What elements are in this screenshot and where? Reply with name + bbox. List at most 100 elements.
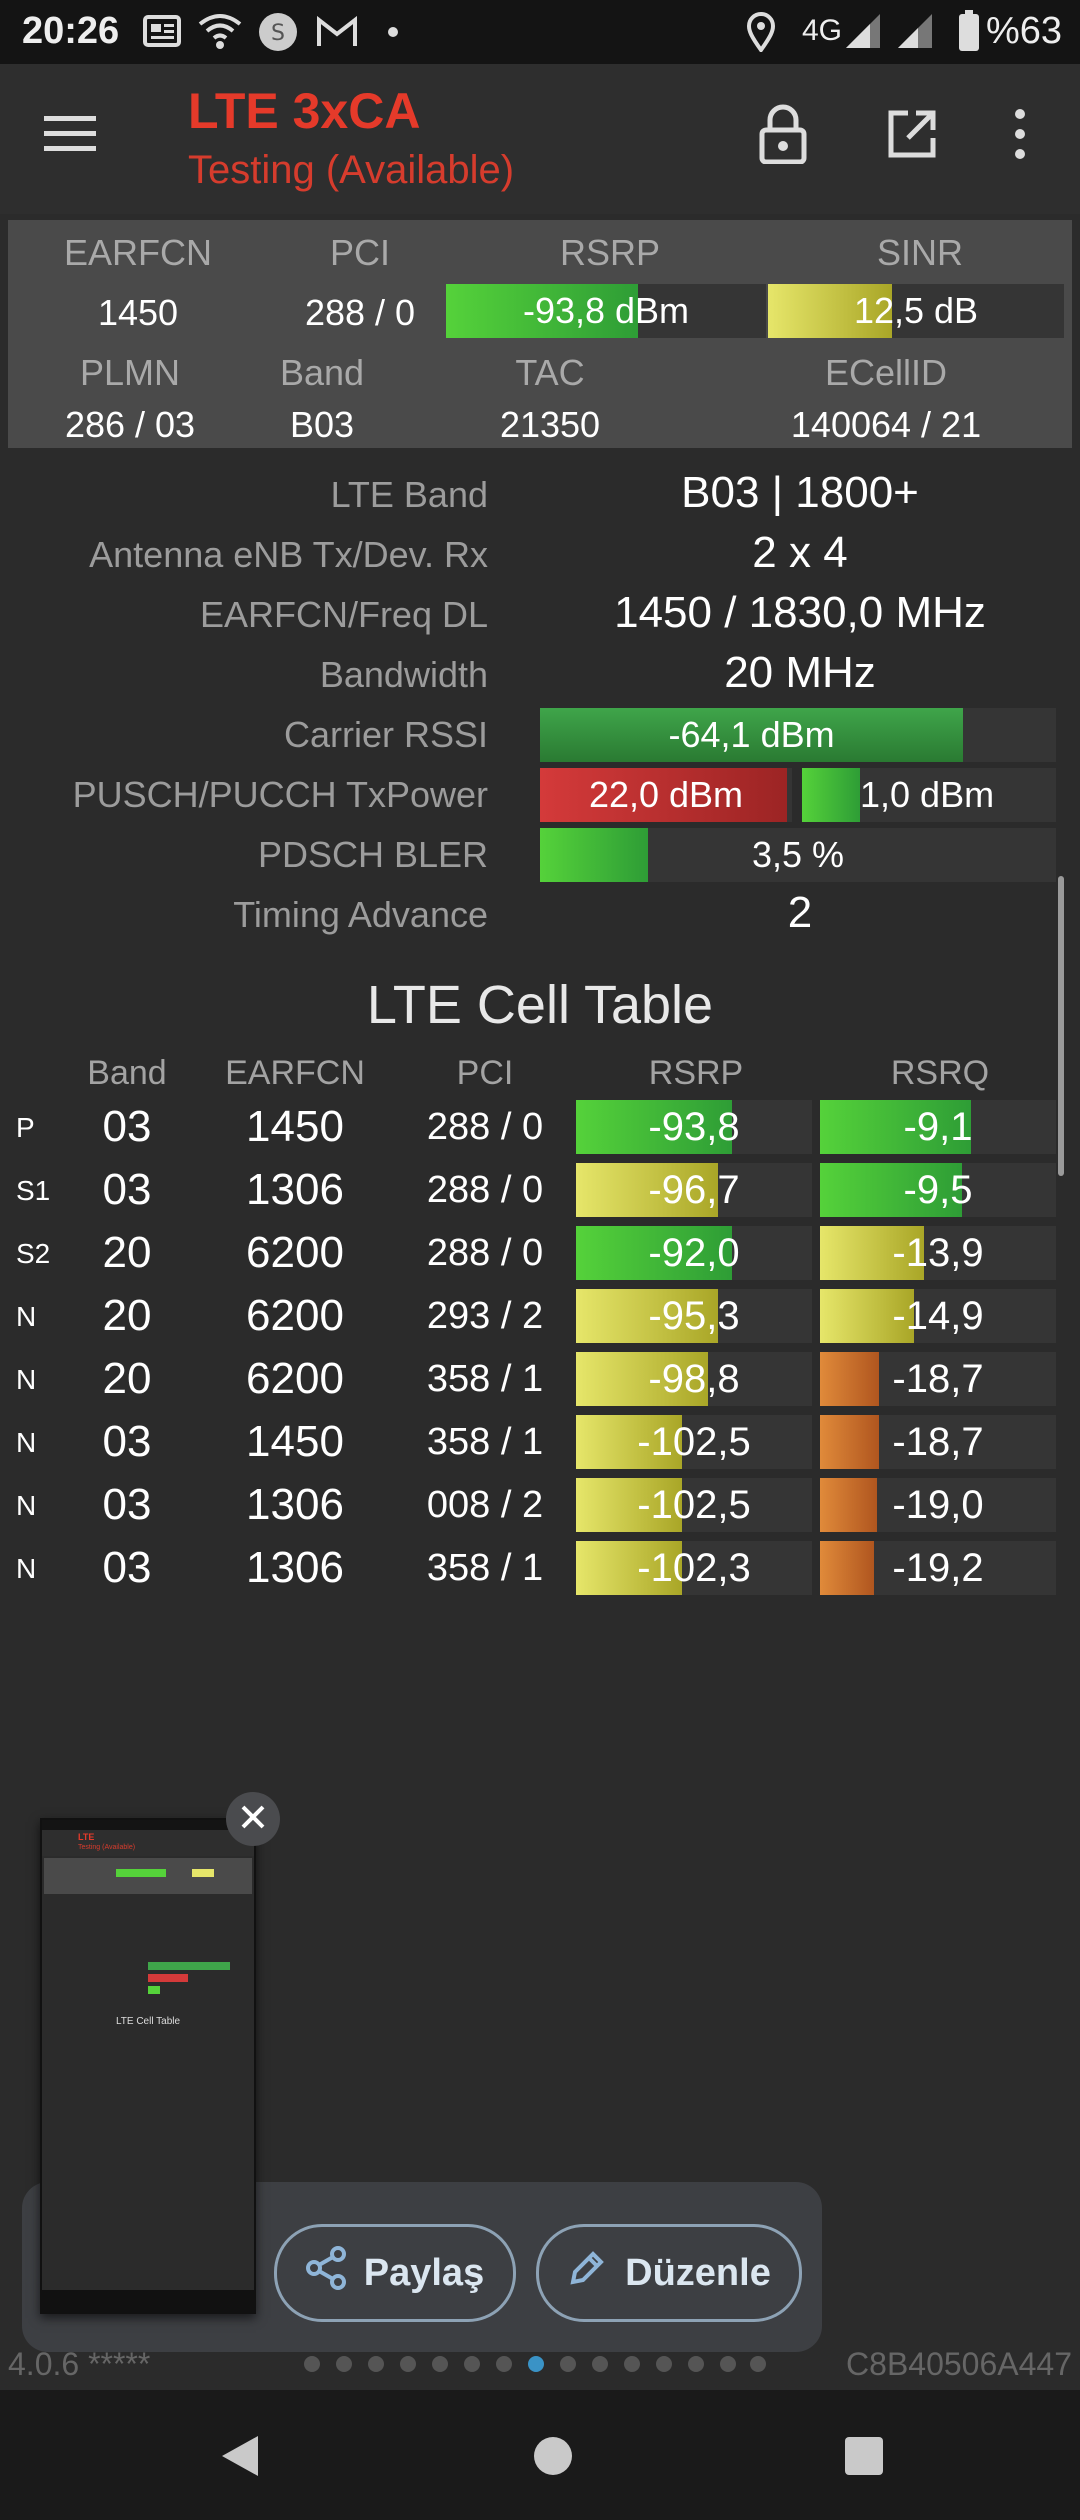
sinr-label: SINR (876, 232, 963, 273)
row-rsrp-fill (576, 1100, 732, 1154)
lte-band-value: B03 | 1800+ (681, 468, 919, 517)
status-time: 20:26 (22, 10, 120, 52)
pusch-power-bar: 22,0 dBm (540, 768, 792, 822)
lock-icon[interactable] (758, 104, 808, 164)
thumb-subtitle: Testing (Available) (78, 1844, 136, 1851)
row-rsrp-bar: -98,8 (576, 1352, 812, 1406)
table-row: S2 20 6200 288 / 0 -92,0 -13,9 (0, 1224, 1080, 1282)
row-pci: 293 / 2 (426, 1295, 544, 1337)
row-rsrq-fill (820, 1415, 879, 1469)
table-row: N 03 1306 008 / 2 -102,5 -19,0 (0, 1476, 1080, 1534)
thumb-nav-bar (42, 2290, 254, 2312)
row-rsrq-bar: -19,2 (820, 1541, 1056, 1595)
row-rsrp-fill (576, 1415, 683, 1469)
row-earfcn: 1450 (246, 1417, 344, 1466)
recents-icon[interactable] (844, 2436, 884, 2481)
txpower-label: PUSCH/PUCCH TxPower (72, 774, 488, 815)
row-rsrp: -93,8 (648, 1104, 740, 1149)
table-row: S1 03 1306 288 / 0 -96,7 -9,5 (0, 1161, 1080, 1219)
pusch-power-value: 22,0 dBm (588, 774, 744, 815)
bler-bar: 3,5 % (540, 828, 1056, 882)
row-rsrp: -95,3 (648, 1293, 740, 1338)
row-rsrp: -98,8 (648, 1356, 740, 1401)
app-subtitle: Testing (Available) (188, 148, 515, 192)
sinr-bar-fill (768, 284, 893, 338)
row-rsrp-fill (576, 1163, 718, 1217)
row-rsrq: -19,2 (892, 1545, 984, 1590)
plmn-label: PLMN (79, 352, 181, 393)
row-pci: 288 / 0 (426, 1169, 544, 1211)
row-rsrp: -102,5 (637, 1482, 751, 1527)
thumb-summary (44, 1858, 252, 1894)
col-rsrq-header: RSRQ (890, 1054, 990, 1092)
row-rsrq-bar: -9,5 (820, 1163, 1056, 1217)
row-earfcn: 1450 (246, 1102, 344, 1151)
tac-value: 21350 (499, 404, 601, 445)
row-rsrp-bar: -93,8 (576, 1100, 812, 1154)
news-icon (142, 14, 182, 53)
serving-cell-summary: EARFCN PCI RSRP SINR 1450 288 / 0 -93,8 … (8, 220, 1072, 448)
earfcn-value: 1450 (97, 292, 179, 333)
row-earfcn: 6200 (246, 1354, 344, 1403)
more-options-icon[interactable] (1012, 108, 1028, 160)
rsrp-bar-fill (446, 284, 638, 338)
gmail-icon (316, 15, 358, 53)
app-version: 4.0.6 ***** (8, 2346, 151, 2382)
edit-button[interactable]: Düzenle (536, 2224, 802, 2322)
tac-label: TAC (515, 352, 585, 393)
row-type: S1 (16, 1175, 51, 1206)
carrier-rssi-label: Carrier RSSI (283, 714, 488, 755)
bandwidth-value: 20 MHz (724, 648, 876, 697)
row-rsrq: -9,1 (903, 1104, 973, 1149)
thumb-title: LTE (78, 1832, 95, 1842)
antenna-value: 2 x 4 (752, 528, 848, 577)
rsrp-value: -93,8 dBm (522, 290, 690, 331)
bler-label: PDSCH BLER (257, 834, 488, 875)
back-icon[interactable] (218, 2434, 260, 2483)
pucch-power-fill (802, 768, 861, 822)
row-band: 03 (102, 1165, 152, 1214)
battery-level: %63 (986, 10, 1063, 52)
row-rsrq-fill (820, 1289, 915, 1343)
share-label: Paylaş (363, 2251, 485, 2294)
svg-text:S: S (271, 21, 285, 46)
page-indicator (300, 2354, 770, 2374)
row-rsrq-bar: -18,7 (820, 1415, 1056, 1469)
home-icon[interactable] (533, 2436, 573, 2481)
row-rsrq: -13,9 (892, 1230, 984, 1275)
ecellid-label: ECellID (824, 352, 948, 393)
row-type: S2 (16, 1238, 51, 1269)
row-rsrq-bar: -13,9 (820, 1226, 1056, 1280)
earfcn-freq-value: 1450 / 1830,0 MHz (614, 588, 986, 637)
row-band: 03 (102, 1417, 152, 1466)
menu-icon[interactable] (44, 114, 96, 154)
scrollbar[interactable] (1058, 876, 1064, 1176)
pucch-power-bar: 1,0 dBm (802, 768, 1056, 822)
network-type: 4G (802, 14, 843, 47)
share-icon (305, 2246, 346, 2300)
row-earfcn: 1306 (246, 1480, 344, 1529)
shazam-icon: S (258, 12, 298, 57)
row-pci: 358 / 1 (426, 1358, 544, 1400)
row-rsrq: -9,5 (903, 1167, 973, 1212)
col-band-header: Band (87, 1054, 167, 1092)
row-rsrq-fill (820, 1541, 875, 1595)
thumb-rssi-bar (148, 1962, 230, 1970)
dismiss-preview-button[interactable] (226, 1792, 280, 1846)
row-band: 20 (102, 1354, 152, 1403)
row-rsrq-fill (820, 1478, 877, 1532)
table-row: N 03 1306 358 / 1 -102,3 -19,2 (0, 1539, 1080, 1597)
lte-band-label: LTE Band (330, 474, 488, 515)
open-external-icon[interactable] (886, 108, 938, 160)
row-band: 03 (102, 1480, 152, 1529)
screenshot-thumbnail[interactable]: LTE Testing (Available) LTE Cell Table (40, 1818, 256, 2314)
plmn-value: 286 / 03 (64, 404, 196, 445)
thumb-bler-bar (148, 1986, 160, 1994)
thumb-sinr-bar (192, 1869, 214, 1877)
battery-icon (958, 10, 980, 57)
share-button[interactable]: Paylaş (274, 2224, 516, 2322)
row-rsrq-fill (820, 1226, 924, 1280)
row-rsrp-fill (576, 1541, 683, 1595)
row-pci: 358 / 1 (426, 1547, 544, 1589)
sinr-bar: 12,5 dB (768, 284, 1064, 338)
